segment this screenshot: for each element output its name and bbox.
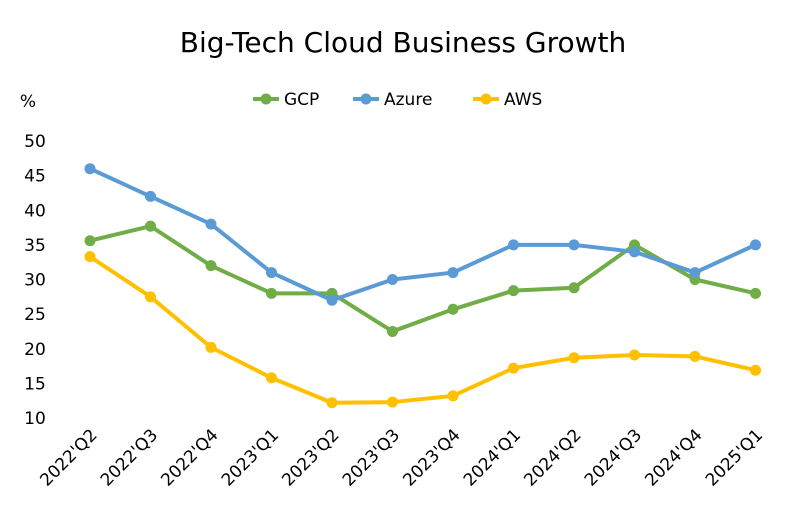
- data-point-azure: [326, 294, 338, 306]
- series-line-gcp: [88, 224, 758, 334]
- x-axis: 2022'Q22022'Q32022'Q42023'Q12023'Q22023'…: [36, 425, 767, 490]
- data-point-gcp: [84, 235, 96, 247]
- data-point-azure: [145, 190, 156, 202]
- y-tick-label: 25: [24, 305, 46, 325]
- x-tick-label: 2023'Q2: [278, 425, 343, 490]
- y-tick-label: 45: [24, 167, 46, 187]
- series-line-aws: [88, 254, 758, 405]
- data-point-azure: [508, 239, 519, 251]
- data-point-azure: [387, 274, 398, 285]
- x-tick-label: 2024'Q3: [581, 425, 646, 490]
- x-tick-label: 2023'Q3: [339, 425, 404, 490]
- y-tick-label: 10: [24, 409, 46, 429]
- legend-item-azure: Azure: [353, 90, 432, 110]
- y-tick-label: 20: [24, 340, 46, 360]
- data-point-azure: [689, 267, 701, 279]
- y-tick-label: 50: [24, 132, 46, 152]
- y-tick-label: 30: [24, 271, 46, 291]
- x-tick-label: 2022'Q2: [36, 425, 101, 490]
- legend-item-aws: AWS: [473, 90, 542, 110]
- data-point-aws: [387, 396, 398, 408]
- x-tick-label: 2024'Q4: [641, 425, 706, 490]
- data-point-gcp: [568, 282, 580, 294]
- legend-label: AWS: [504, 90, 542, 110]
- plot-area: [84, 163, 761, 409]
- data-point-azure: [447, 267, 459, 279]
- chart-title: Big-Tech Cloud Business Growth: [180, 26, 627, 59]
- data-point-aws: [145, 291, 156, 303]
- legend-marker: [360, 93, 372, 105]
- data-point-aws: [568, 352, 580, 364]
- data-point-azure: [568, 239, 580, 251]
- x-tick-label: 2025'Q1: [702, 425, 767, 490]
- x-tick-label: 2023'Q1: [218, 425, 283, 490]
- y-axis: 10 15 20 25 30 35 40 45 50: [24, 132, 46, 429]
- data-point-aws: [629, 349, 640, 361]
- data-point-aws: [84, 251, 96, 263]
- data-point-azure: [266, 267, 277, 279]
- data-point-aws: [326, 397, 338, 409]
- x-tick-label: 2022'Q4: [157, 425, 222, 490]
- data-point-aws: [689, 350, 701, 362]
- data-point-gcp: [205, 260, 217, 272]
- data-point-gcp: [266, 287, 277, 299]
- data-point-gcp: [508, 285, 519, 297]
- data-point-aws: [750, 364, 761, 376]
- y-tick-label: 35: [24, 236, 46, 256]
- data-point-aws: [508, 362, 519, 374]
- y-tick-label: 40: [24, 201, 46, 221]
- legend: GCP Azure AWS: [253, 90, 542, 110]
- x-tick-label: 2024'Q2: [520, 425, 585, 490]
- y-tick-label: 15: [24, 374, 46, 394]
- data-point-aws: [205, 341, 217, 353]
- data-point-gcp: [750, 287, 761, 299]
- x-tick-label: 2024'Q1: [460, 425, 525, 490]
- y-axis-label: %: [20, 92, 36, 112]
- data-point-azure: [629, 246, 640, 258]
- data-point-gcp: [387, 325, 398, 337]
- series-line-azure: [88, 166, 758, 303]
- data-point-gcp: [447, 303, 459, 315]
- legend-marker: [260, 93, 272, 105]
- data-point-azure: [84, 163, 96, 175]
- data-point-azure: [205, 218, 217, 230]
- legend-marker: [480, 93, 492, 105]
- legend-label: GCP: [284, 90, 319, 110]
- legend-label: Azure: [384, 90, 432, 110]
- data-point-azure: [750, 239, 761, 251]
- x-tick-label: 2023'Q4: [399, 425, 464, 490]
- data-point-aws: [266, 372, 277, 384]
- x-tick-label: 2022'Q3: [97, 425, 162, 490]
- data-point-aws: [447, 390, 459, 402]
- data-point-gcp: [145, 220, 156, 232]
- legend-item-gcp: GCP: [253, 90, 319, 110]
